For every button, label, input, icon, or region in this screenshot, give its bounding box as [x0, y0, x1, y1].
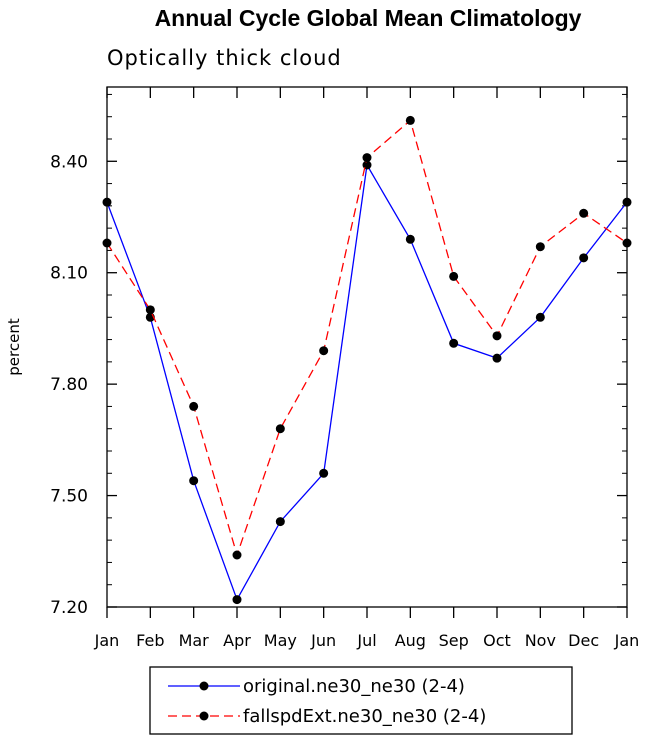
- legend-box: [149, 666, 573, 735]
- y-tick-label: 7.50: [50, 487, 88, 507]
- x-tick-label: Jul: [356, 631, 376, 650]
- data-point: [579, 208, 589, 218]
- y-tick-labels: 7.20 7.50 7.80 8.10 8.40: [50, 152, 88, 618]
- legend-label-original: original.ne30_ne30 (2-4): [243, 676, 465, 697]
- x-tick-label: Jan: [614, 631, 640, 650]
- data-point: [449, 338, 459, 348]
- data-point: [319, 346, 329, 356]
- data-point: [232, 595, 242, 605]
- data-point: [319, 468, 329, 478]
- data-point: [579, 253, 589, 263]
- x-tick-label: May: [264, 631, 297, 650]
- data-point: [145, 305, 155, 315]
- data-point: [275, 517, 285, 527]
- legend-marker-original: [199, 681, 209, 691]
- data-point: [102, 197, 112, 207]
- x-tick-label: Feb: [136, 631, 164, 650]
- data-point: [405, 234, 415, 244]
- y-tick-label: 8.40: [50, 152, 88, 172]
- x-tick-label: Oct: [483, 631, 511, 650]
- x-tick-label: Jan: [94, 631, 120, 650]
- chart-subtitle: Optically thick cloud: [107, 46, 342, 70]
- x-tick-label: Dec: [568, 631, 599, 650]
- chart-title: Annual Cycle Global Mean Climatology: [155, 5, 582, 31]
- minor-ticks: [107, 93, 627, 586]
- legend-label-fallspdext: fallspdExt.ne30_ne30 (2-4): [243, 706, 486, 727]
- data-point: [492, 331, 502, 341]
- data-point: [362, 153, 372, 163]
- data-point: [535, 242, 545, 252]
- series-line: [106, 163, 628, 602]
- y-tick-label: 7.20: [50, 598, 88, 618]
- data-point: [405, 115, 415, 125]
- x-tick-label: Apr: [223, 631, 251, 650]
- data-point: [189, 476, 199, 486]
- data-point: [362, 160, 372, 170]
- series-line: [106, 119, 628, 558]
- x-tick-labels: Jan Feb Mar Apr May Jun Jul Aug Sep Oct Nov Dec Jan: [94, 631, 640, 650]
- x-tick-label: Jun: [310, 631, 336, 650]
- x-tick-label: Aug: [395, 631, 426, 650]
- y-tick-label: 7.80: [50, 375, 88, 395]
- data-point: [535, 312, 545, 322]
- series-1: [102, 115, 632, 560]
- data-point: [622, 197, 632, 207]
- legend-marker-fallspdext: [199, 711, 209, 721]
- data-point: [492, 353, 502, 363]
- data-point: [449, 271, 459, 281]
- series-0: [102, 160, 632, 605]
- y-tick-label: 8.10: [50, 264, 88, 284]
- y-axis-label: percent: [5, 318, 23, 376]
- series-layer: [102, 115, 632, 605]
- plot-frame: [106, 86, 628, 608]
- x-tick-label: Sep: [439, 631, 469, 650]
- data-point: [232, 550, 242, 560]
- data-point: [622, 238, 632, 248]
- x-tick-label: Nov: [525, 631, 556, 650]
- data-point: [189, 401, 199, 411]
- data-point: [102, 238, 112, 248]
- legend: original.ne30_ne30 (2-4) fallspdExt.ne30…: [149, 666, 573, 735]
- data-point: [275, 424, 285, 434]
- x-tick-label: Mar: [179, 631, 210, 650]
